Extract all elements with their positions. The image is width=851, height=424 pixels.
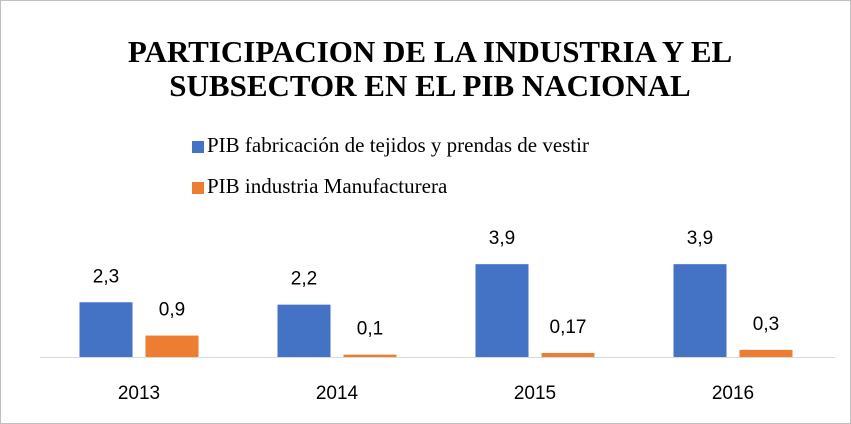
- x-tick-label: 2014: [316, 383, 359, 404]
- x-tick-label: 2016: [712, 383, 754, 404]
- value-label: 3,9: [687, 228, 713, 249]
- bar: [277, 304, 331, 357]
- value-label: 0,17: [550, 317, 587, 338]
- legend-swatch: [192, 182, 204, 194]
- value-label: 2,2: [291, 269, 317, 290]
- bar: [475, 264, 529, 357]
- value-label: 0,9: [159, 300, 185, 321]
- legend-swatch: [192, 141, 204, 153]
- value-label: 0,3: [753, 314, 779, 335]
- bar: [541, 352, 595, 357]
- bar: [343, 354, 397, 357]
- legend-label: PIB industria Manufacturera: [207, 174, 448, 198]
- x-tick-label: 2015: [514, 383, 556, 404]
- value-label: 2,3: [93, 266, 119, 287]
- value-label: 3,9: [489, 228, 515, 249]
- x-tick-label: 2013: [118, 383, 160, 404]
- bar: [673, 264, 727, 357]
- bar: [79, 302, 133, 357]
- chart-title: SUBSECTOR EN EL PIB NACIONAL: [169, 68, 690, 103]
- value-label: 0,1: [357, 319, 383, 340]
- bar: [145, 335, 199, 357]
- bar: [739, 349, 793, 357]
- chart-title: PARTICIPACION DE LA INDUSTRIA Y EL: [128, 34, 732, 69]
- legend-label: PIB fabricación de tejidos y prendas de …: [207, 133, 589, 157]
